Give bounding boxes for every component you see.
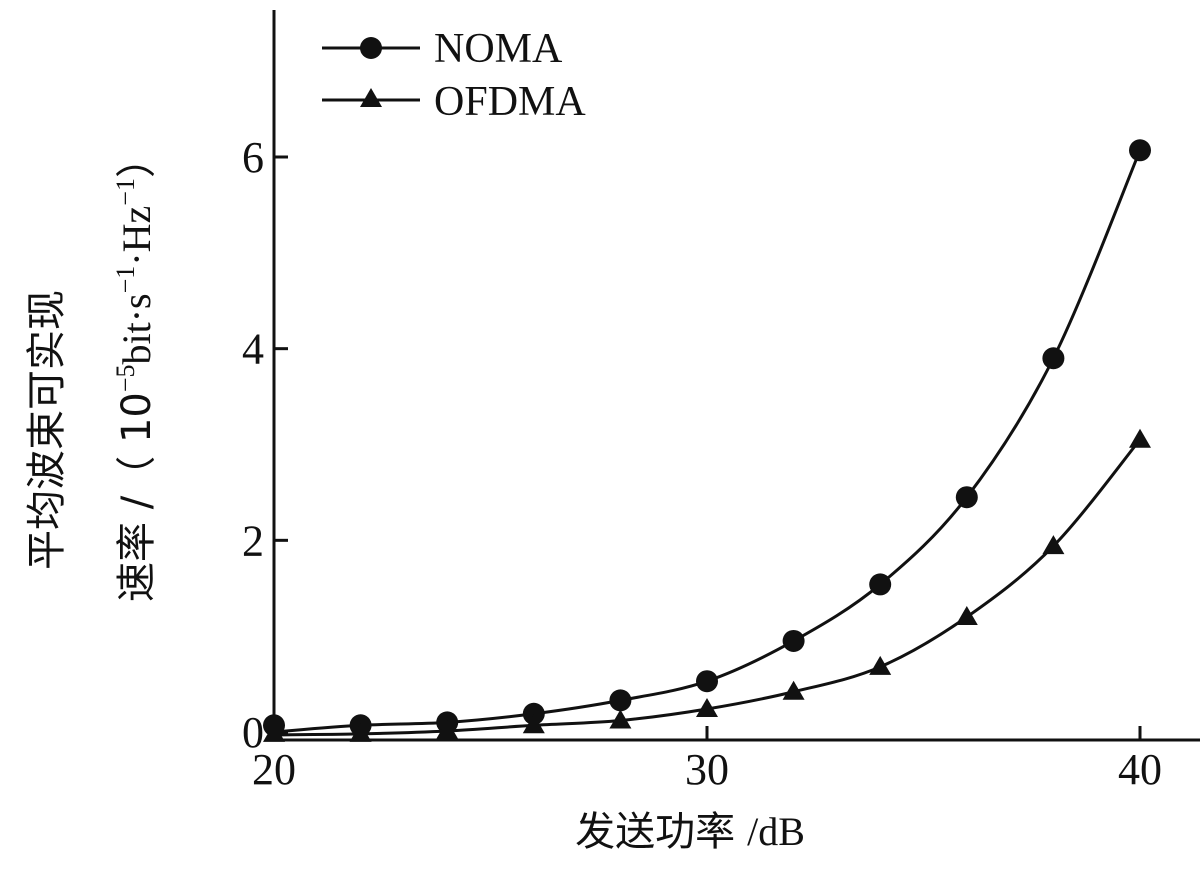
data-point-ofdma [263, 722, 285, 742]
data-point-ofdma [696, 698, 718, 717]
y-axis-title-exp2: −1 [111, 266, 140, 294]
series-line-noma [273, 149, 1142, 734]
axis-ticks: 0 2 4 6 20 30 40 [242, 133, 1162, 794]
data-point-ofdma [609, 709, 632, 729]
data-point-ofdma [349, 722, 372, 742]
data-point-noma [955, 486, 978, 509]
legend-noma-label: NOMA [434, 26, 563, 72]
data-point-ofdma [955, 606, 978, 625]
y-tick-label: 2 [242, 516, 264, 565]
y-axis-title-exp1: −5 [111, 364, 140, 392]
data-point-ofdma [522, 714, 545, 734]
y-axis-title-line1: 平均波束可实现 [24, 290, 70, 570]
data-point-ofdma [869, 655, 892, 675]
y-tick-label: 6 [242, 133, 264, 182]
data-point-noma [609, 689, 632, 712]
series-layer [263, 139, 1151, 742]
y-axis-title-line2: 速率 /（ 10−5bit·s−1·Hz−1） [111, 138, 160, 602]
data-point-noma [522, 702, 545, 725]
x-axis-title-unit: /dB [747, 809, 805, 854]
legend: NOMA OFDMA [322, 26, 586, 125]
y-axis-title-mid2: ·Hz [114, 206, 159, 266]
legend-ofdma-marker [360, 88, 382, 107]
y-axis-title-line1-text: 平均波束可实现 [24, 290, 70, 570]
data-point-noma [782, 629, 805, 652]
y-tick-label: 0 [242, 708, 264, 757]
data-point-noma [1042, 347, 1065, 370]
legend-noma-marker [360, 37, 382, 59]
data-point-noma [1129, 139, 1151, 162]
y-axis-title-exp3: −1 [111, 178, 140, 206]
y-axis-title-suffix: ） [114, 138, 160, 178]
x-tick-label: 20 [252, 745, 296, 794]
x-tick-label: 40 [1118, 745, 1162, 794]
legend-ofdma-label: OFDMA [434, 79, 586, 125]
y-tick-label: 4 [242, 325, 264, 374]
data-point-noma [696, 670, 718, 693]
series-line-ofdma [273, 438, 1142, 737]
y-axis-title-line2-text: 速率 /（ 10−5bit·s−1·Hz−1） [111, 138, 160, 602]
data-point-ofdma [1129, 428, 1151, 448]
y-axis-title-prefix: 速率 /（ 10 [114, 392, 160, 602]
x-axis-title: 发送功率/dB [575, 809, 805, 855]
data-point-ofdma [1042, 535, 1065, 555]
data-point-noma [869, 573, 892, 596]
data-point-ofdma [782, 680, 805, 700]
x-axis-title-text: 发送功率 [575, 809, 735, 855]
data-point-ofdma [436, 720, 459, 740]
y-axis-title-mid: bit·s [114, 293, 159, 364]
x-tick-label: 30 [685, 745, 729, 794]
